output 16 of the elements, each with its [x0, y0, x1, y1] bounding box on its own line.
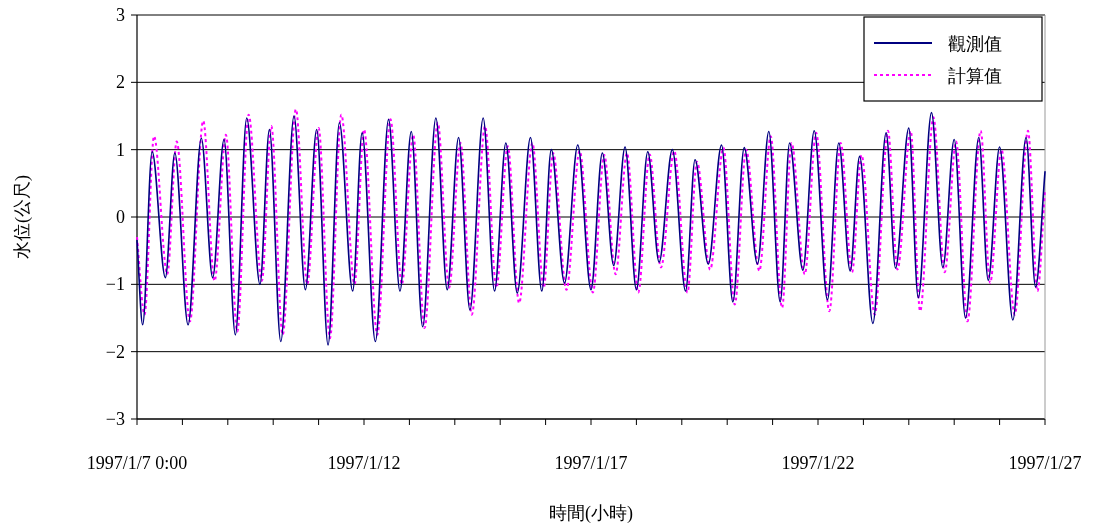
x-tick-label: 1997/1/7 0:00	[86, 453, 188, 473]
y-tick-label: 1	[116, 139, 125, 160]
legend-label: 觀測值	[948, 34, 1002, 54]
y-tick-label: 0	[116, 207, 125, 227]
x-tick-label: 1997/1/17	[554, 453, 628, 473]
y-tick-label: −1	[105, 274, 125, 295]
x-tick-label: 1997/1/27	[1008, 453, 1082, 473]
y-tick-label: 2	[116, 72, 125, 93]
y-tick-label: −2	[105, 341, 125, 362]
y-axis-title: 水位(公尺)	[12, 175, 33, 259]
legend-label: 計算值	[948, 66, 1002, 86]
x-axis-title: 時間(小時)	[549, 503, 633, 524]
x-tick-label: 1997/1/22	[781, 453, 855, 473]
y-tick-label: −3	[105, 409, 125, 429]
x-tick-label: 1997/1/12	[327, 453, 401, 473]
y-tick-label: 3	[116, 5, 125, 25]
